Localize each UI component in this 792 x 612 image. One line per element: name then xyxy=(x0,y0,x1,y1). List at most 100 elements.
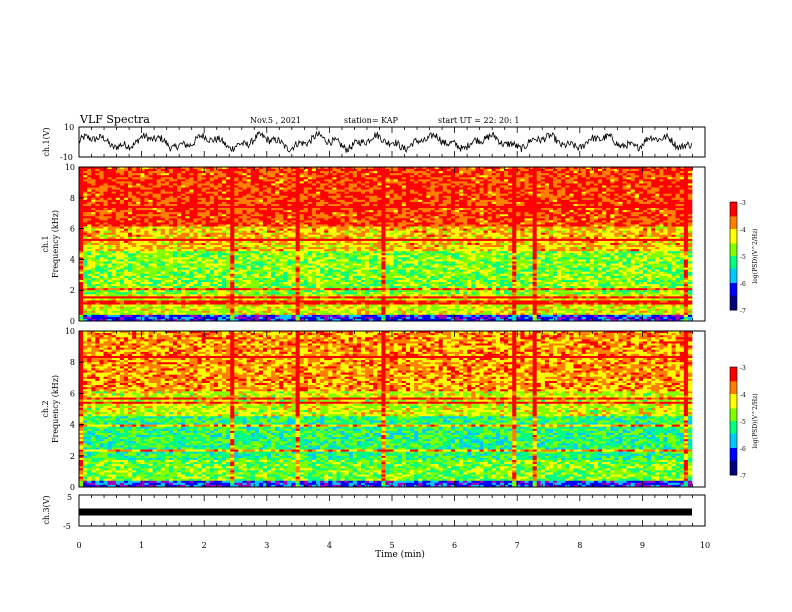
spectrogram-cell xyxy=(91,185,95,187)
spectrogram-cell xyxy=(467,179,471,181)
spectrogram-cell xyxy=(369,171,373,173)
spectrogram-cell xyxy=(578,179,582,181)
spectrogram-cell xyxy=(414,204,418,206)
spectrogram-cell xyxy=(516,196,520,198)
spectrogram-cell xyxy=(283,204,287,206)
spectrogram-cell xyxy=(283,171,287,173)
spectrogram-cell xyxy=(406,179,410,181)
spectrogram-cell xyxy=(341,233,345,235)
spectrogram-cell xyxy=(623,173,627,175)
spectrogram-cell xyxy=(255,175,259,177)
spectrogram-cell xyxy=(573,185,577,187)
spectrogram-cell xyxy=(455,183,459,185)
spectrogram-cell xyxy=(206,229,210,231)
spectrogram-cell xyxy=(259,188,263,190)
spectrogram-cell xyxy=(684,231,688,233)
spectrogram-cell xyxy=(308,179,312,181)
spectrogram-cell xyxy=(594,218,598,220)
spectrogram-cell xyxy=(112,200,116,202)
spectrogram-cell xyxy=(520,227,524,229)
spectrogram-cell xyxy=(578,216,582,218)
spectrogram-cell xyxy=(222,171,226,173)
spectrogram-cell xyxy=(643,169,647,171)
spectrogram-cell xyxy=(647,233,651,235)
spectrogram-cell xyxy=(484,202,488,204)
spectrogram-cell xyxy=(357,206,361,208)
spectrogram-cell xyxy=(422,188,426,190)
spectrogram-cell xyxy=(516,210,520,212)
spectrogram-cell xyxy=(500,179,504,181)
spectrogram-cell xyxy=(463,202,467,204)
spectrogram-cell xyxy=(218,185,222,187)
spectrogram-cell xyxy=(292,210,296,212)
spectrogram-cell xyxy=(324,204,328,206)
spectrogram-cell xyxy=(198,231,202,233)
spectrogram-cell xyxy=(639,222,643,224)
spectrogram-cell xyxy=(214,212,218,214)
spectrogram-cell xyxy=(345,192,349,194)
spectrogram-cell xyxy=(120,218,124,220)
spectrogram-cell xyxy=(402,169,406,171)
spectrogram-cell xyxy=(586,231,590,233)
spectrogram-cell xyxy=(83,204,87,206)
spectrogram-cell xyxy=(238,183,242,185)
spectrogram-cell xyxy=(610,233,614,235)
spectrogram-cell xyxy=(614,192,618,194)
spectrogram-cell xyxy=(312,175,316,177)
spectrogram-cell xyxy=(185,177,189,179)
spectrogram-cell xyxy=(153,229,157,231)
spectrogram-cell xyxy=(128,206,132,208)
spectrogram-cell xyxy=(153,208,157,210)
spectrogram-cell xyxy=(529,198,533,200)
spectrogram-cell xyxy=(349,229,353,231)
spectrogram-cell xyxy=(247,194,251,196)
spectrogram-cell xyxy=(263,206,267,208)
spectrogram-cell xyxy=(108,208,112,210)
spectrogram-cell xyxy=(471,190,475,192)
spectrogram-cell xyxy=(610,173,614,175)
spectrogram-cell xyxy=(573,224,577,226)
spectrogram-cell xyxy=(210,188,214,190)
spectrogram-cell xyxy=(357,198,361,200)
spectrogram-cell xyxy=(247,171,251,173)
spectrogram-cell xyxy=(283,173,287,175)
spectrogram-cell xyxy=(259,227,263,229)
spectrogram-cell xyxy=(602,208,606,210)
spectrogram-cell xyxy=(537,229,541,231)
spectrogram-cell xyxy=(373,177,377,179)
spectrogram-cell xyxy=(426,185,430,187)
spectrogram-cell xyxy=(475,220,479,222)
spectrogram-cell xyxy=(667,222,671,224)
spectrogram-cell xyxy=(222,222,226,224)
spectrogram-cell xyxy=(140,235,144,237)
spectrogram-cell xyxy=(173,177,177,179)
spectrogram-cell xyxy=(177,216,181,218)
spectrogram-cell xyxy=(394,200,398,202)
spectrogram-cell xyxy=(153,181,157,183)
spectrogram-cell xyxy=(659,222,663,224)
spectrogram-cell xyxy=(439,198,443,200)
spectrogram-cell xyxy=(655,212,659,214)
spectrogram-cell xyxy=(406,185,410,187)
spectrogram-cell xyxy=(688,224,692,226)
spectrogram-cell xyxy=(659,204,663,206)
spectrogram-cell xyxy=(144,194,148,196)
spectrogram-cell xyxy=(214,196,218,198)
spectrogram-cell xyxy=(443,229,447,231)
spectrogram-cell xyxy=(161,179,165,181)
spectrogram-cell xyxy=(108,229,112,231)
spectrogram-cell xyxy=(189,188,193,190)
spectrogram-cell xyxy=(573,192,577,194)
spectrogram-cell xyxy=(422,229,426,231)
spectrogram-cell xyxy=(283,210,287,212)
spectrogram-cell xyxy=(545,208,549,210)
spectrogram-cell xyxy=(181,194,185,196)
spectrogram-cell xyxy=(414,181,418,183)
spectrogram-cell xyxy=(606,200,610,202)
spectrogram-cell xyxy=(234,214,238,216)
spectrogram-cell xyxy=(663,173,667,175)
spectrogram-cell xyxy=(218,200,222,202)
spectrogram-cell xyxy=(116,206,120,208)
spectrogram-cell xyxy=(292,185,296,187)
spectrogram-cell xyxy=(283,216,287,218)
